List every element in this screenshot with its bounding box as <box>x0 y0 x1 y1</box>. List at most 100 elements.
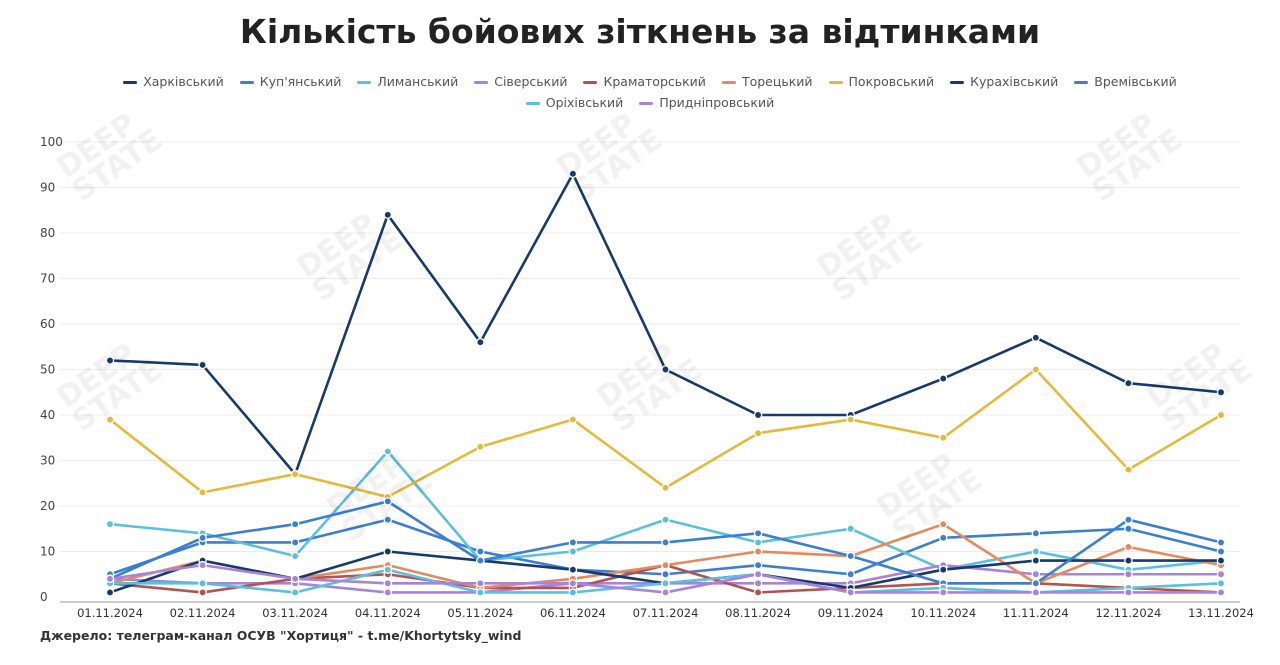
data-point <box>568 547 578 556</box>
x-tick-label: 08.11.2024 <box>725 606 791 620</box>
data-point <box>1216 538 1226 547</box>
legend-swatch <box>123 81 138 84</box>
data-point <box>753 579 763 588</box>
data-point <box>1124 524 1133 534</box>
data-point <box>939 433 948 442</box>
data-point <box>939 519 948 529</box>
data-point <box>383 579 392 588</box>
data-point <box>105 588 115 597</box>
data-point <box>846 570 855 579</box>
data-point <box>661 588 670 597</box>
data-point <box>568 565 578 574</box>
data-point <box>290 588 300 597</box>
data-point <box>1216 547 1226 556</box>
legend-label: Времівський <box>1094 74 1177 89</box>
data-point <box>568 579 578 588</box>
data-point <box>939 565 948 574</box>
x-tick-label: 05.11.2024 <box>447 606 513 620</box>
data-point <box>476 337 485 347</box>
legend: Харківський Куп'янський Лиманський Сіверськ… <box>60 71 1240 113</box>
legend-item[interactable]: Сіверський <box>474 71 567 92</box>
legend-label: Покровський <box>848 74 935 89</box>
legend-swatch <box>639 102 654 105</box>
data-point <box>383 547 392 556</box>
y-tick-label: 100 <box>40 135 63 149</box>
y-tick-label: 30 <box>40 454 55 468</box>
data-point <box>939 533 948 543</box>
data-point <box>1031 529 1041 538</box>
data-point <box>1124 588 1133 597</box>
legend-swatch <box>1074 81 1089 84</box>
data-point <box>1124 542 1133 552</box>
data-point <box>476 588 485 597</box>
x-tick-label: 10.11.2024 <box>910 606 976 620</box>
legend-swatch <box>828 81 843 84</box>
data-point <box>568 169 578 179</box>
data-point <box>383 588 392 597</box>
legend-swatch <box>525 102 540 105</box>
data-point <box>1216 410 1226 420</box>
x-tick-label: 11.11.2024 <box>1003 606 1069 620</box>
legend-label: Куп'янський <box>259 74 342 89</box>
data-point <box>661 483 670 493</box>
data-point <box>476 579 485 588</box>
data-point <box>290 469 300 479</box>
y-tick-label: 40 <box>40 408 55 422</box>
data-point <box>198 360 207 370</box>
x-tick-label: 12.11.2024 <box>1095 606 1161 620</box>
y-tick-label: 70 <box>40 272 55 286</box>
legend-swatch <box>239 81 254 84</box>
data-point <box>1124 465 1133 474</box>
data-point <box>753 538 763 547</box>
data-point <box>290 574 300 584</box>
data-point <box>1031 579 1041 588</box>
legend-item[interactable]: Торецький <box>721 71 813 92</box>
data-point <box>568 415 578 424</box>
data-point <box>198 488 207 497</box>
data-point <box>1031 333 1041 342</box>
legend-item[interactable]: Харківський <box>123 71 224 92</box>
data-point <box>939 588 948 597</box>
x-tick-label: 03.11.2024 <box>262 606 328 620</box>
data-point <box>198 533 207 543</box>
data-point <box>753 560 763 570</box>
legend-item[interactable]: Лиманський <box>357 71 458 92</box>
legend-item[interactable]: Куп'янський <box>239 71 342 92</box>
legend-item[interactable]: Оріхівський <box>525 92 623 113</box>
data-point <box>1031 547 1041 556</box>
legend-item[interactable]: Покровський <box>828 71 935 92</box>
data-point <box>105 574 115 584</box>
legend-swatch <box>474 81 489 84</box>
data-point <box>753 428 763 438</box>
legend-item[interactable]: Придніпровський <box>639 92 774 113</box>
legend-label: Торецький <box>741 74 813 89</box>
source-note: Джерело: телеграм-канал ОСУВ "Хортиця" -… <box>40 628 522 643</box>
x-tick-label: 13.11.2024 <box>1188 606 1254 620</box>
data-point <box>1124 556 1133 565</box>
legend-item[interactable]: Курахівський <box>950 71 1058 92</box>
data-point <box>476 547 485 556</box>
x-tick-label: 02.11.2024 <box>170 606 236 620</box>
y-tick-label: 80 <box>40 226 55 240</box>
data-point <box>1216 387 1226 397</box>
chart-title: Кількість бойових зіткнень за відтинками <box>239 12 1041 51</box>
data-point <box>661 538 670 547</box>
data-point <box>383 497 392 506</box>
data-point <box>1216 570 1226 579</box>
legend-label: Краматорський <box>603 74 706 89</box>
data-point <box>1216 579 1226 588</box>
legend-item[interactable]: Краматорський <box>583 71 706 92</box>
data-point <box>753 570 763 579</box>
data-point <box>383 210 392 220</box>
data-point <box>1031 570 1041 579</box>
data-point <box>476 556 485 565</box>
x-tick-label: 01.11.2024 <box>77 606 143 620</box>
data-point <box>105 519 115 529</box>
legend-swatch <box>721 81 736 84</box>
data-point <box>198 588 207 597</box>
x-tick-label: 07.11.2024 <box>633 606 699 620</box>
x-tick-label: 04.11.2024 <box>355 606 421 620</box>
legend-item[interactable]: Времівський <box>1074 71 1177 92</box>
data-point <box>383 447 392 456</box>
